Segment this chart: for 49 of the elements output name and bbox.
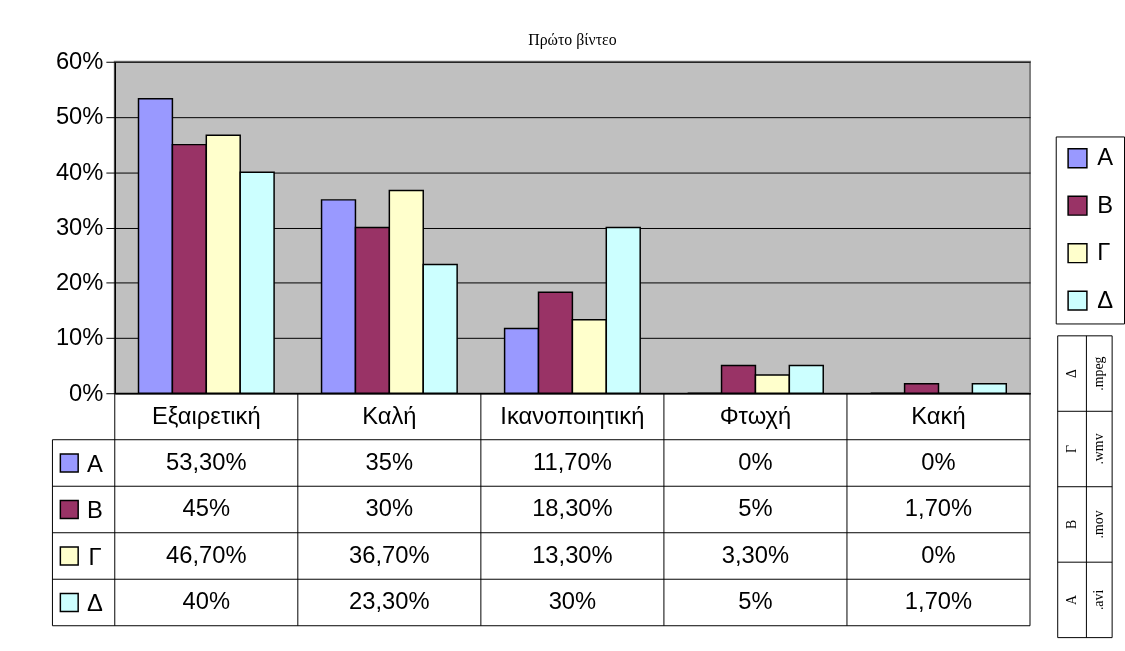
legend-label: Γ <box>88 543 102 570</box>
data-label: 23,30% <box>349 588 430 615</box>
y-tick-label: 30% <box>55 213 104 240</box>
data-label: 18,30% <box>532 495 613 522</box>
text: .avi <box>1091 589 1107 611</box>
text: .mpeg <box>1091 356 1107 391</box>
data-label: 3,30% <box>721 541 790 568</box>
y-tick-label: 0% <box>69 379 104 406</box>
data-label: 0% <box>738 448 773 475</box>
y-tick-label: 60% <box>55 48 104 75</box>
data-label: 30% <box>548 588 597 615</box>
chart-title: Πρώτο βίντεο <box>528 30 617 49</box>
legend-label: Β <box>87 497 103 524</box>
text: Α <box>1064 594 1080 605</box>
text: Α <box>1097 144 1114 171</box>
legend-label: Α <box>87 450 104 477</box>
text: Β <box>1097 191 1114 218</box>
text: Δ <box>1064 369 1080 379</box>
legend-label: Δ <box>1097 286 1114 313</box>
data-label: 35% <box>365 448 414 475</box>
data-label: 13,30% <box>532 541 613 568</box>
y-tick-label: 20% <box>55 269 104 296</box>
x-tick-label: Κακή <box>911 402 966 429</box>
x-tick-label: Φτωχή <box>719 402 792 429</box>
data-label: 45% <box>182 495 231 522</box>
x-tick-label: Ικανοποιητική <box>500 402 645 429</box>
data-label: 40% <box>182 588 231 615</box>
data-label: 1,70% <box>904 495 973 522</box>
y-tick-label: 40% <box>55 158 104 185</box>
y-tick-label: 10% <box>55 324 104 351</box>
data-label: 5% <box>738 495 773 522</box>
text: Β <box>1064 519 1080 530</box>
text: Δ <box>87 590 103 617</box>
data-label: 0% <box>921 541 956 568</box>
text: Γ <box>1064 445 1080 454</box>
data-label: 36,70% <box>349 541 430 568</box>
data-label: 30% <box>365 495 414 522</box>
x-tick-label: Εξαιρετική <box>151 402 261 429</box>
data-label: 5% <box>738 588 773 615</box>
data-label: 1,70% <box>904 588 973 615</box>
text: .mov <box>1091 510 1107 539</box>
data-label: 11,70% <box>533 448 612 475</box>
data-label: 53,30% <box>166 448 247 475</box>
text: Γ <box>1097 239 1111 266</box>
y-tick-label: 50% <box>55 103 104 130</box>
text: .wmv <box>1091 433 1107 465</box>
data-label: 46,70% <box>166 541 247 568</box>
data-label: 0% <box>921 448 956 475</box>
x-tick-label: Καλή <box>362 402 417 429</box>
